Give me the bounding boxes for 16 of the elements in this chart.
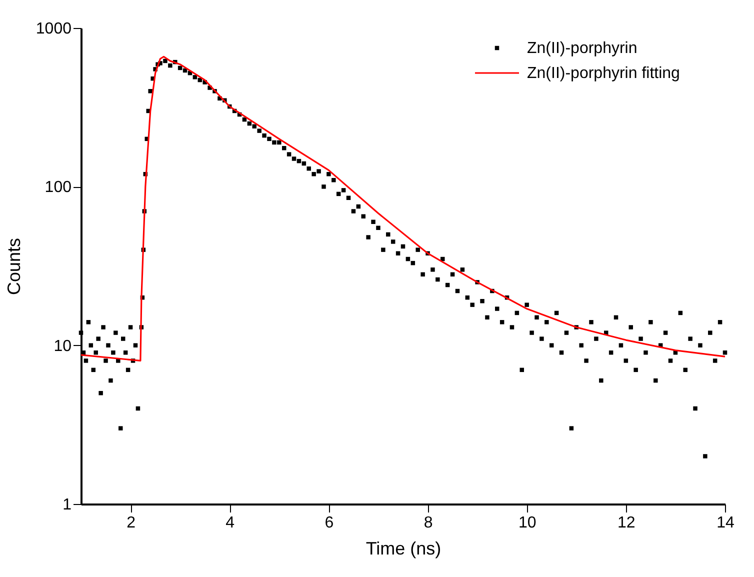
x-tick-label: 4 [226,514,235,532]
x-tick-label: 6 [324,514,334,532]
y-tick-label: 10 [54,338,72,355]
x-axis-title: Time (ns) [366,538,442,558]
line-series [80,56,726,362]
y-tick-label: 100 [44,179,72,196]
y-tick-label: 1 [62,496,72,514]
y-tick-label: 1000 [36,20,72,38]
x-tick-label: 8 [424,514,433,532]
x-tick-label: 10 [518,514,536,532]
y-axis-title: Counts [4,238,24,296]
legend-label: Zn(II)-porphyrin fitting [527,65,680,82]
x-tick-label: 14 [716,514,734,532]
x-tick-label: 12 [618,514,636,532]
x-tick-label: 2 [126,514,136,532]
legend-label: Zn(II)-porphyrin [527,40,638,57]
